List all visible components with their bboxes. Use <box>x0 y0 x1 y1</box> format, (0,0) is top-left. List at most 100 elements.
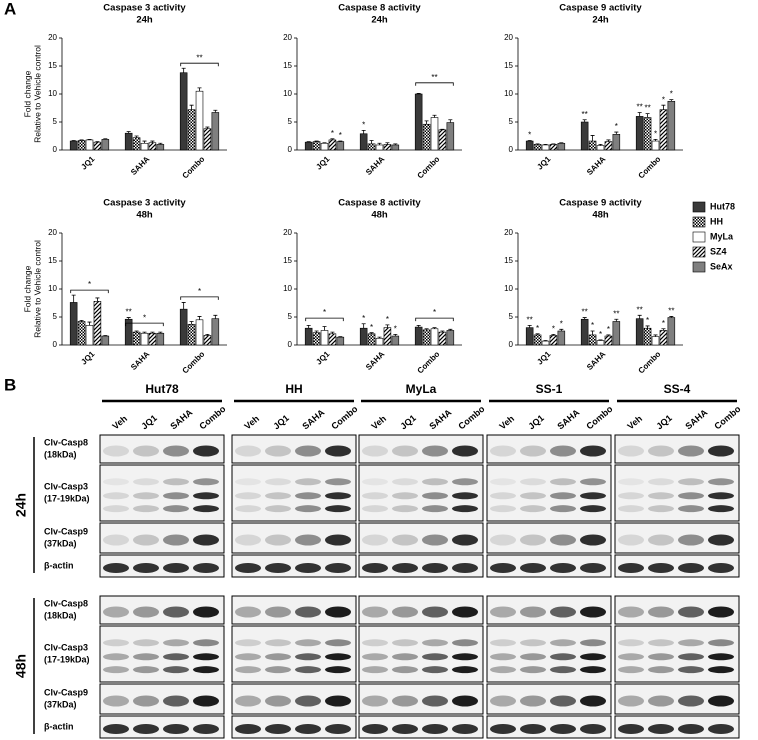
blot-band <box>235 478 261 486</box>
bar <box>612 321 621 346</box>
blot-band <box>678 492 704 500</box>
row-label: Clv-Casp9 <box>44 687 88 697</box>
blot-band <box>325 445 351 457</box>
blot-band <box>325 695 351 707</box>
x-tick-label: SAHA <box>364 154 387 177</box>
error-bar <box>322 142 327 144</box>
blot-band <box>580 563 606 573</box>
blot-band <box>193 653 219 661</box>
error-bar <box>361 130 366 134</box>
blot-band <box>163 666 189 674</box>
timepoint-label: 24h <box>13 493 29 517</box>
blot-band <box>452 534 478 546</box>
blot-band <box>295 724 321 734</box>
y-axis-label: Fold change <box>22 70 32 117</box>
blot-band <box>163 492 189 500</box>
error-bar <box>527 140 532 142</box>
blot-band <box>648 606 674 618</box>
bar <box>148 142 157 151</box>
blot-band <box>490 492 516 500</box>
blot-band <box>452 653 478 661</box>
error-bar <box>338 336 343 338</box>
blot-band <box>452 563 478 573</box>
legend-label: HH <box>710 216 723 226</box>
blot-band <box>708 724 734 734</box>
error-bar <box>79 319 84 322</box>
y-tick-label: 15 <box>48 256 57 265</box>
bar <box>588 140 597 151</box>
significance: * <box>323 308 326 317</box>
blot-band <box>392 695 418 707</box>
blot-band <box>648 653 674 661</box>
x-tick-label: Combo <box>181 349 207 375</box>
series: * * * <box>533 316 652 346</box>
lane-label: Combo <box>584 403 615 431</box>
significance: * <box>433 308 436 317</box>
blot-band <box>452 492 478 500</box>
y-tick-label: 10 <box>48 284 57 293</box>
error-bar <box>142 331 147 334</box>
lane-label: Veh <box>110 413 129 431</box>
blot-band <box>392 724 418 734</box>
error-bar <box>134 330 139 333</box>
series: * <box>312 323 431 346</box>
error-bar <box>150 331 155 334</box>
blot-band <box>103 563 129 573</box>
series: * <box>549 95 668 151</box>
blot-band <box>648 534 674 546</box>
blot-band <box>295 505 321 513</box>
y-tick-label: 10 <box>283 89 292 98</box>
bar <box>580 318 589 346</box>
bar <box>320 330 329 346</box>
significance: * <box>143 313 146 322</box>
blot-band <box>422 478 448 486</box>
blot-band <box>490 534 516 546</box>
blot-band <box>133 505 159 513</box>
series: * <box>541 129 660 151</box>
blot-band <box>452 666 478 674</box>
panel-label: B <box>4 375 16 394</box>
error-bar <box>535 143 540 145</box>
blot-band <box>422 505 448 513</box>
lane-label: JQ1 <box>139 413 158 432</box>
bar <box>635 116 644 151</box>
error-bar <box>126 131 131 134</box>
blot-band <box>678 695 704 707</box>
bar <box>651 140 660 151</box>
y-tick-label: 0 <box>53 145 58 154</box>
blot-band <box>550 505 576 513</box>
bar <box>312 141 321 151</box>
y-tick-label: 20 <box>504 33 513 42</box>
error-bar <box>614 131 619 135</box>
error-bar <box>590 330 595 335</box>
blot-band <box>580 695 606 707</box>
series: ***** <box>557 307 676 346</box>
legend-swatch <box>692 201 706 213</box>
bar <box>132 331 141 346</box>
blot-band <box>362 534 388 546</box>
blot-band <box>422 695 448 707</box>
x-tick-label: Combo <box>637 349 663 375</box>
bar <box>359 327 368 346</box>
lane-label: JQ1 <box>398 413 417 432</box>
bar <box>195 319 204 346</box>
blot-band <box>265 695 291 707</box>
error-bar <box>416 325 421 328</box>
row-label: (37kDa) <box>44 538 77 548</box>
bracket <box>180 296 219 300</box>
significance: * <box>599 330 602 339</box>
significance: * <box>552 324 555 333</box>
error-bar <box>197 87 202 92</box>
error-bar <box>559 142 564 144</box>
lane-label: Veh <box>497 413 516 431</box>
blot-band <box>580 666 606 674</box>
error-bar <box>637 314 642 319</box>
bar <box>549 335 558 346</box>
series <box>320 114 439 151</box>
cell-line-label: HH <box>285 382 302 396</box>
blot-band <box>163 445 189 457</box>
significance: ** <box>613 309 619 318</box>
bar <box>69 140 78 151</box>
significance: ** <box>637 305 643 314</box>
blot-band <box>133 534 159 546</box>
